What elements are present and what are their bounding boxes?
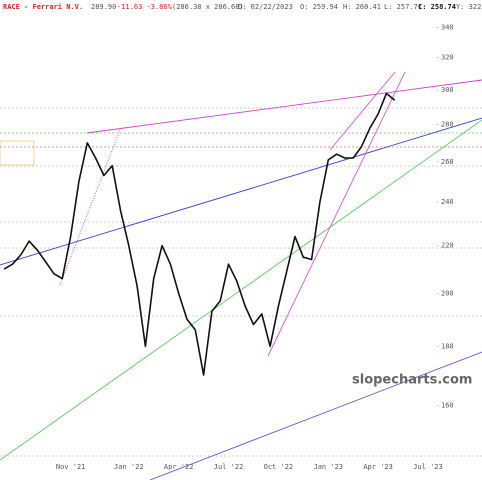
x-tick-label: Jul '23 — [413, 463, 443, 471]
box — [0, 140, 35, 166]
trendline — [267, 71, 406, 357]
x-tick-label: Nov '21 — [56, 463, 86, 471]
x-tick-label: Oct '22 — [264, 463, 294, 471]
levels — [0, 107, 482, 457]
price-line — [3, 92, 396, 376]
x-tick-label: Apr '23 — [363, 463, 393, 471]
y-tick-label: 340 — [441, 23, 454, 31]
y-tick-label: 320 — [441, 54, 454, 62]
x-tick-label: Apr '22 — [164, 463, 194, 471]
trendline — [0, 119, 482, 461]
trendlines — [0, 71, 482, 480]
header-title: RACE - Ferrari N.V. — [3, 3, 83, 11]
y-tick-label: 180 — [441, 342, 454, 350]
header-high: H: 260.41 — [343, 3, 381, 11]
header-date: D: 02/22/2023 — [238, 3, 293, 11]
header-range: (286.38 x 286.68) — [172, 3, 244, 11]
trendline — [0, 117, 482, 266]
trendline — [329, 71, 396, 151]
header-last: 289.90 — [91, 3, 116, 11]
trendline — [86, 79, 482, 134]
y-tick-label: 220 — [441, 242, 454, 250]
y-tick-label: 240 — [441, 198, 454, 206]
y-tick-label: 280 — [441, 121, 454, 129]
x-tick-label: Jul '22 — [214, 463, 244, 471]
trendline — [59, 129, 121, 286]
header-low: L: 257.71 — [384, 3, 422, 11]
header-year: Y: 322.41 — [456, 3, 482, 11]
y-tick-label: 200 — [441, 289, 454, 297]
header-close: C: 258.74 — [418, 3, 456, 11]
header-open: O: 259.94 — [300, 3, 338, 11]
watermark: slopecharts.com — [352, 373, 472, 388]
trendline — [149, 351, 482, 480]
y-tick-label: 260 — [441, 158, 454, 166]
y-tick-label: 300 — [441, 86, 454, 94]
x-tick-label: Jan '22 — [114, 463, 144, 471]
x-tick-label: Jan '23 — [314, 463, 344, 471]
y-tick-label: 160 — [441, 401, 454, 409]
header-change: -11.63 -3.86% — [117, 3, 173, 11]
